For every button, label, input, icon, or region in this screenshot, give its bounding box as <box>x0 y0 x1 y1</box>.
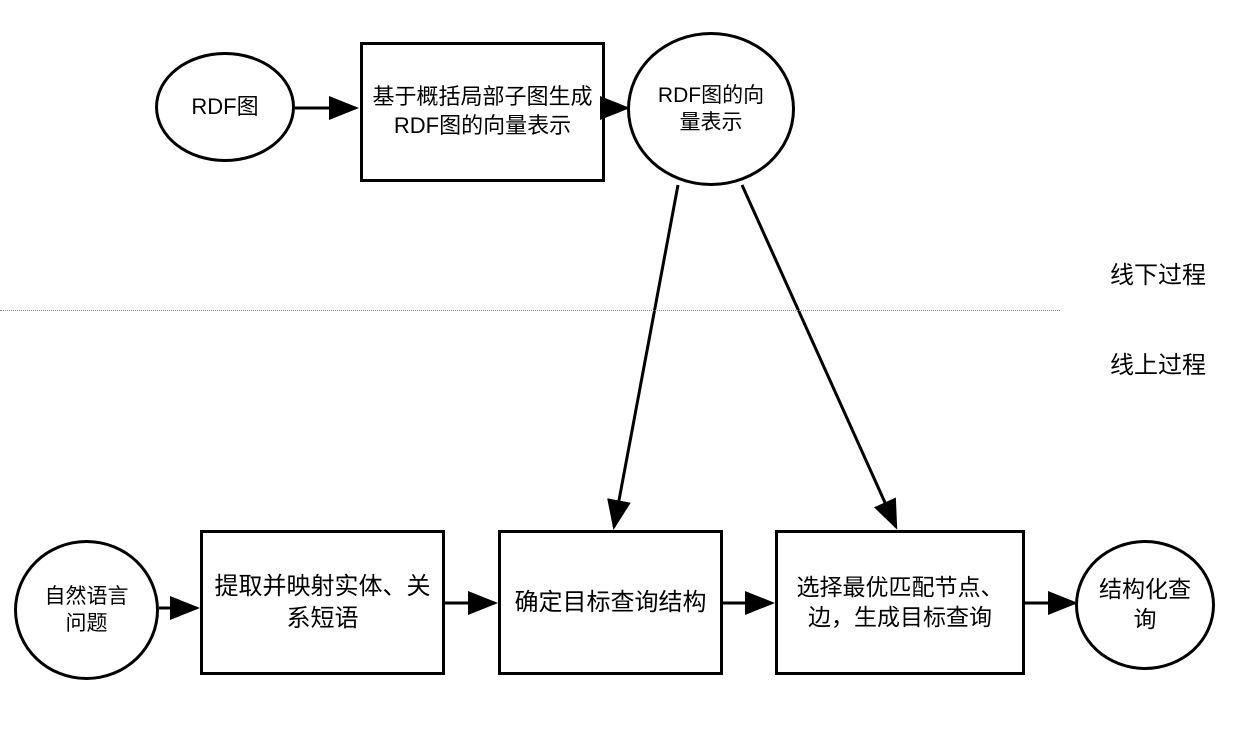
node-label: 基于概括局部子图生成RDF图的向量表示 <box>363 79 602 144</box>
node-extract-map: 提取并映射实体、关系短语 <box>200 530 445 675</box>
node-label: RDF图的向量表示 <box>646 78 776 141</box>
node-label: 提取并映射实体、关系短语 <box>203 567 442 637</box>
offline-label-text: 线下过程 <box>1110 262 1206 289</box>
node-rdf-graph: RDF图 <box>155 52 295 162</box>
node-generate-vector: 基于概括局部子图生成RDF图的向量表示 <box>360 42 605 182</box>
node-label: 自然语言问题 <box>32 579 142 642</box>
edge-n3-n7 <box>742 185 896 527</box>
node-determine-target: 确定目标查询结构 <box>498 530 723 675</box>
online-label-text: 线上过程 <box>1110 352 1206 379</box>
node-structured-query: 结构化查询 <box>1075 540 1215 670</box>
node-select-optimal: 选择最优匹配节点、边，生成目标查询 <box>775 530 1025 675</box>
offline-label: 线下过程 <box>1110 255 1206 290</box>
node-label: 选择最优匹配节点、边，生成目标查询 <box>778 569 1022 637</box>
node-nl-question: 自然语言问题 <box>14 540 159 680</box>
edge-n3-n6 <box>614 185 678 527</box>
node-rdf-vector-repr: RDF图的向量表示 <box>627 32 795 186</box>
node-label: 确定目标查询结构 <box>511 583 711 622</box>
offline-online-divider <box>0 310 1060 311</box>
online-label: 线上过程 <box>1110 345 1206 380</box>
node-label: 结构化查询 <box>1095 571 1195 639</box>
node-label: RDF图 <box>187 89 262 126</box>
